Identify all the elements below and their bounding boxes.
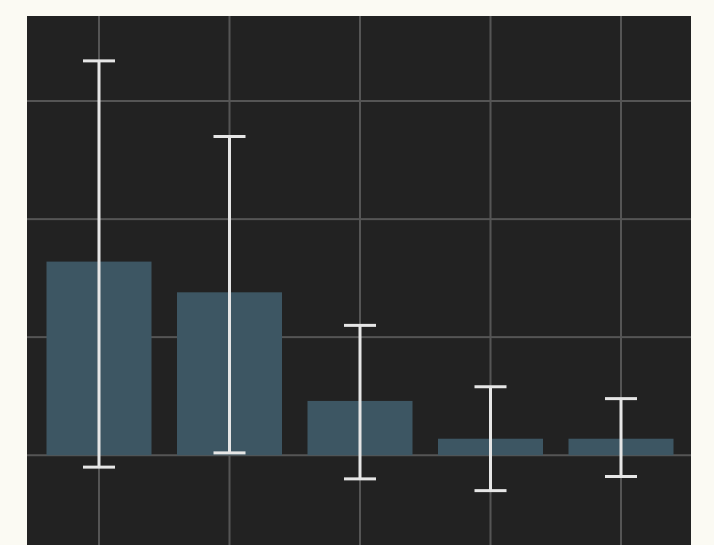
error-bars — [83, 59, 637, 493]
error-bar — [344, 323, 376, 481]
error-bar — [474, 385, 507, 493]
error-bar — [83, 59, 115, 469]
error-bar — [605, 397, 637, 479]
error-bar — [213, 134, 246, 455]
